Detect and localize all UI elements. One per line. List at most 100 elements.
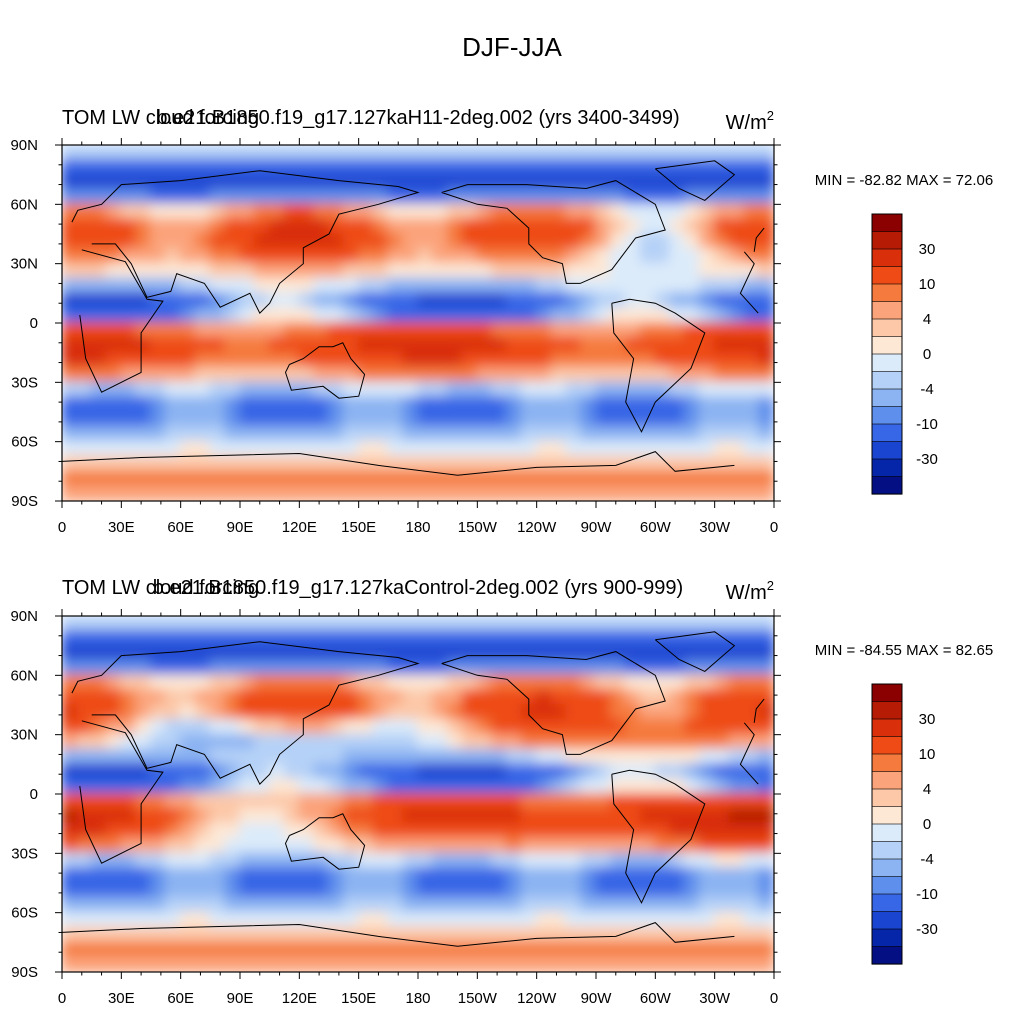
field-cell xyxy=(298,351,316,369)
field-cell xyxy=(239,689,256,706)
field-cell xyxy=(150,247,167,265)
field-cell xyxy=(90,793,108,810)
x-tick-label: 120E xyxy=(282,990,317,1007)
field-cell xyxy=(476,644,494,662)
field-cell xyxy=(387,307,405,324)
field-cell xyxy=(105,351,123,369)
field-cell xyxy=(728,366,746,384)
field-cell xyxy=(75,882,93,899)
field-cell xyxy=(105,145,123,161)
field-cell xyxy=(639,470,657,488)
field-cell xyxy=(669,485,686,501)
field-cell xyxy=(624,366,642,384)
field-cell xyxy=(461,941,479,959)
field-cell xyxy=(105,689,123,706)
field-cell xyxy=(253,674,271,692)
field-cell xyxy=(253,203,271,221)
field-cell xyxy=(520,485,538,501)
field-cell xyxy=(120,440,138,458)
field-cell xyxy=(253,351,271,369)
field-cell xyxy=(758,307,774,324)
field-cell xyxy=(387,778,405,795)
field-cell xyxy=(624,733,642,751)
field-cell xyxy=(120,336,138,354)
field-cell xyxy=(90,644,108,662)
field-cell xyxy=(357,704,375,721)
field-cell xyxy=(328,896,345,914)
field-cell xyxy=(150,956,167,972)
field-cell xyxy=(417,911,434,929)
field-cell xyxy=(565,158,583,176)
field-cell xyxy=(357,203,375,221)
field-cell xyxy=(253,926,271,944)
field-cell xyxy=(209,941,227,959)
field-cell xyxy=(713,941,731,959)
field-cell xyxy=(224,941,241,959)
field-cell xyxy=(135,689,152,706)
field-cell xyxy=(268,616,286,632)
field-cell xyxy=(535,659,553,677)
field-cell xyxy=(550,941,568,959)
field-cell xyxy=(698,396,716,413)
field-cell xyxy=(313,748,330,766)
field-cell xyxy=(506,396,523,413)
field-cell xyxy=(491,145,508,161)
field-cell xyxy=(461,336,479,354)
field-cell xyxy=(595,644,612,662)
field-cell xyxy=(743,763,761,781)
field-cell xyxy=(520,322,538,339)
field-cell xyxy=(595,867,612,884)
field-cell xyxy=(520,381,538,399)
field-cell xyxy=(624,158,642,176)
field-cell xyxy=(565,896,583,914)
field-cell xyxy=(491,926,508,944)
field-cell xyxy=(491,411,508,428)
panel-0-units: W/m2 xyxy=(726,108,774,134)
field-cell xyxy=(728,807,746,825)
field-cell xyxy=(342,941,360,959)
field-cell xyxy=(491,381,508,399)
y-tick-label: 30S xyxy=(11,374,38,391)
field-cell xyxy=(639,882,657,899)
field-cell xyxy=(164,674,182,692)
field-cell xyxy=(684,867,701,884)
field-cell xyxy=(639,145,657,161)
field-cell xyxy=(446,411,464,428)
field-cell xyxy=(565,455,583,473)
field-cell xyxy=(283,689,301,706)
field-cell xyxy=(476,763,494,781)
field-cell xyxy=(446,203,464,221)
field-cell xyxy=(402,793,419,810)
field-cell xyxy=(90,411,108,428)
field-cell xyxy=(298,822,316,840)
field-cell xyxy=(164,733,182,751)
panel-0-field xyxy=(62,145,774,501)
field-cell xyxy=(446,748,464,766)
field-cell xyxy=(150,882,167,899)
field-cell xyxy=(639,659,657,677)
field-cell xyxy=(194,926,212,944)
field-cell xyxy=(639,158,657,176)
field-cell xyxy=(209,322,227,339)
field-cell xyxy=(253,837,271,855)
field-cell xyxy=(194,247,212,265)
field-cell xyxy=(75,366,93,384)
field-cell xyxy=(624,247,642,265)
field-cell xyxy=(417,793,434,810)
field-cell xyxy=(535,822,553,840)
field-cell xyxy=(150,233,167,250)
field-cell xyxy=(684,470,701,488)
field-cell xyxy=(150,307,167,324)
field-cell xyxy=(209,837,227,855)
field-cell xyxy=(209,351,227,369)
field-cell xyxy=(535,396,553,413)
field-cell xyxy=(728,896,746,914)
field-cell xyxy=(209,689,227,706)
field-cell xyxy=(431,322,449,339)
field-cell xyxy=(194,158,212,176)
field-cell xyxy=(595,748,612,766)
x-tick-label: 0 xyxy=(770,519,778,536)
field-cell xyxy=(179,307,197,324)
field-cell xyxy=(446,674,464,692)
field-cell xyxy=(491,882,508,899)
